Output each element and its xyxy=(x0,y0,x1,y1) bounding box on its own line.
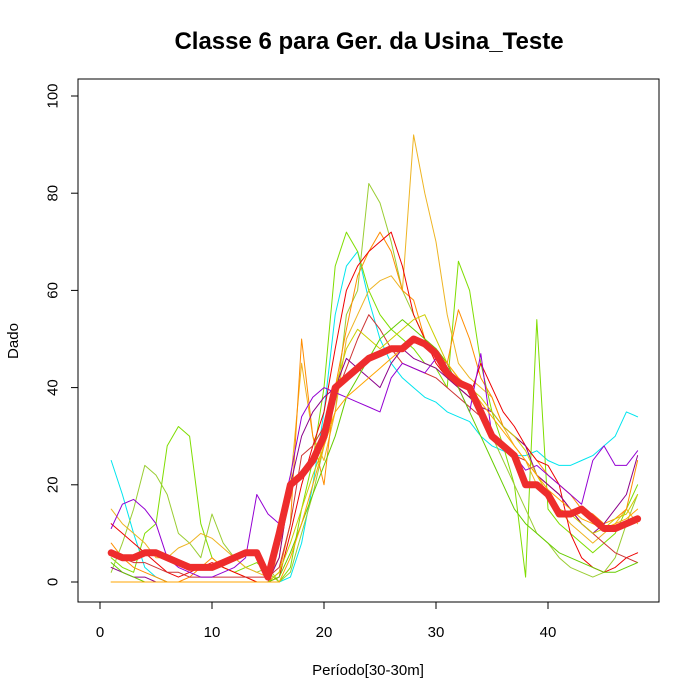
y-tick-label: 60 xyxy=(45,282,62,299)
series-line-mean xyxy=(107,335,642,581)
series-group xyxy=(107,134,642,583)
y-axis-label: Dado xyxy=(5,323,22,359)
y-axis: 0 20 40 60 80 100 xyxy=(45,83,79,586)
x-tick-label: 20 xyxy=(316,624,333,641)
series-line-6 xyxy=(110,231,639,583)
y-tick-label: 100 xyxy=(45,83,62,108)
x-tick-label: 40 xyxy=(540,624,557,641)
chart-title: Classe 6 para Ger. da Usina_Teste xyxy=(174,28,563,55)
series-line-12 xyxy=(110,338,639,583)
series-line-5 xyxy=(110,231,639,583)
y-tick-label: 20 xyxy=(45,476,62,493)
series-line-1 xyxy=(110,251,639,583)
y-tick-label: 40 xyxy=(45,379,62,396)
series-line-8 xyxy=(110,353,639,578)
series-line-3 xyxy=(110,183,639,583)
series-line-2 xyxy=(110,231,639,583)
x-tick-label: 0 xyxy=(96,624,104,641)
x-axis: 0 10 20 30 40 xyxy=(96,601,557,641)
y-tick-label: 0 xyxy=(45,578,62,586)
x-axis-label: Período[30-30m] xyxy=(312,662,424,679)
y-tick-label: 80 xyxy=(45,185,62,202)
plot-frame xyxy=(77,78,660,603)
x-tick-label: 30 xyxy=(428,624,445,641)
x-tick-label: 10 xyxy=(204,624,221,641)
